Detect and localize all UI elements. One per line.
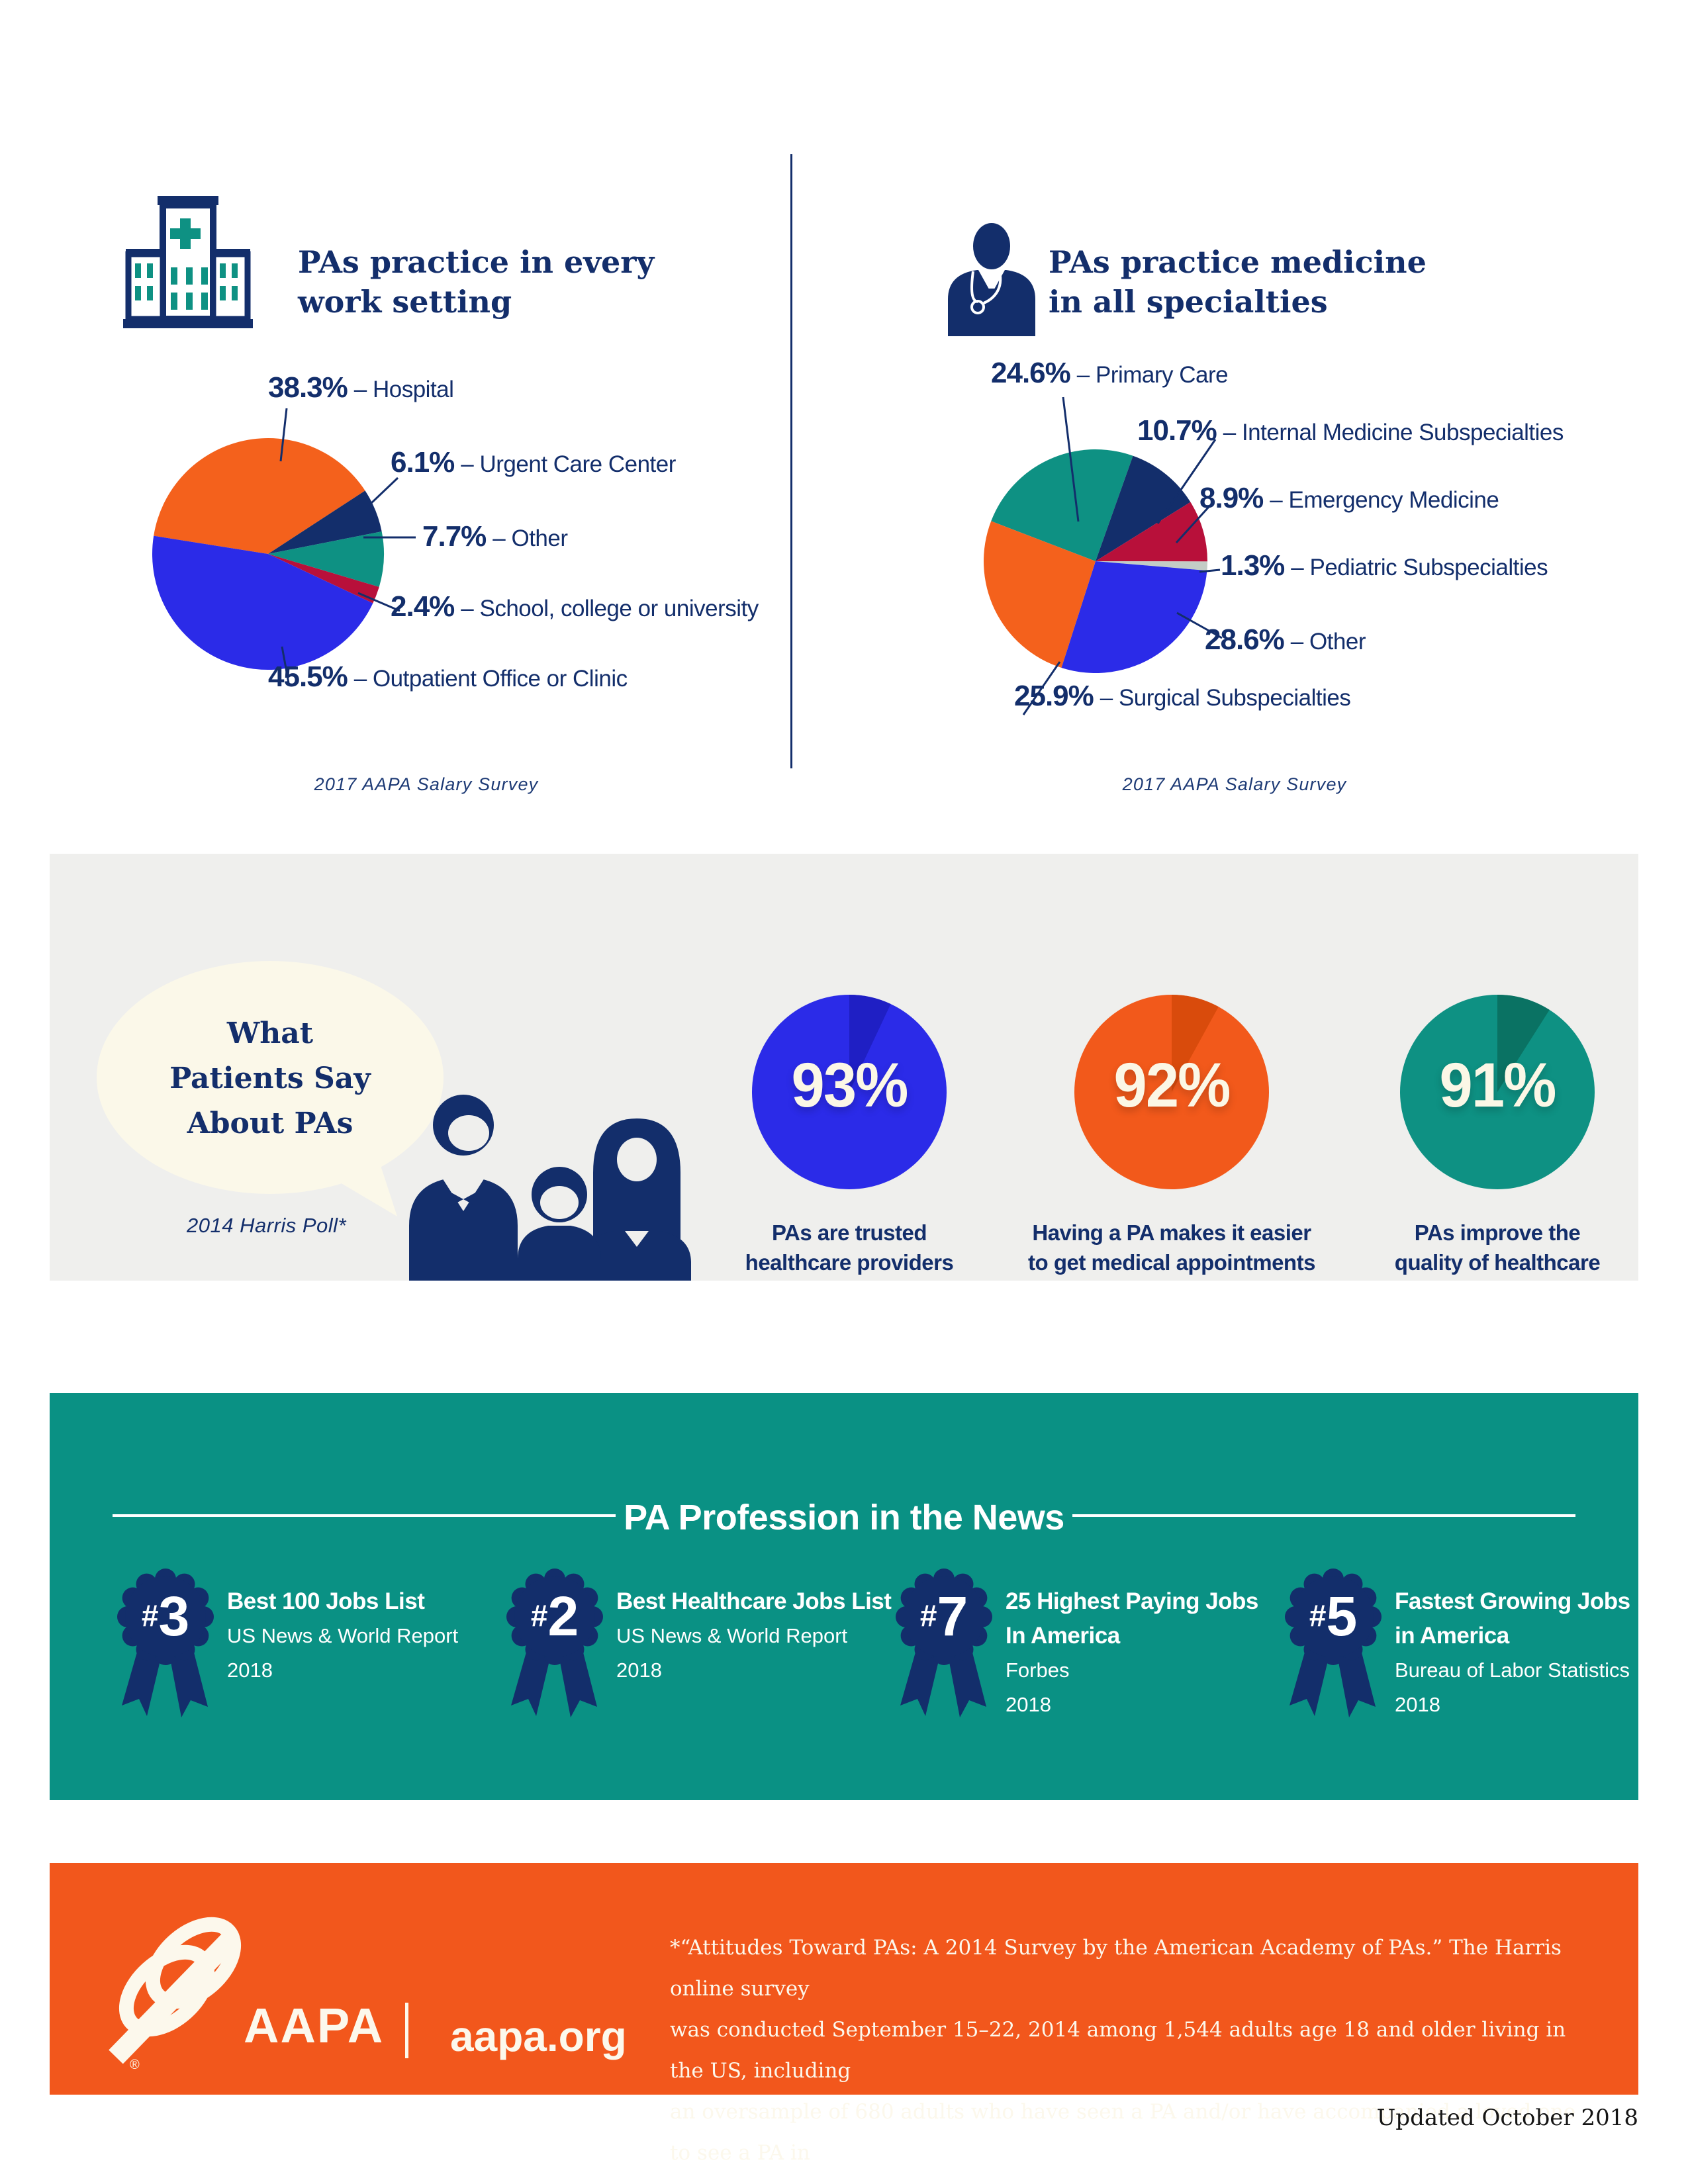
- pie-label-urgent-care-center: 6.1% – Urgent Care Center: [391, 446, 676, 478]
- pie-label-primary-care: 24.6% – Primary Care: [991, 357, 1229, 389]
- stat-caption-93: PAs are trusted healthcare providers: [745, 1220, 954, 1275]
- pie-label-hospital: 38.3% – Hospital: [268, 371, 454, 404]
- pie-label-outpatient-office-or-clinic: 45.5% – Outpatient Office or Clinic: [268, 660, 628, 693]
- award-badge-5: #5: [1285, 1569, 1382, 1717]
- pie-specialties: [983, 396, 1223, 715]
- slice-internal-medicine-subspecialties: [1096, 455, 1191, 561]
- badge-description-fastest-growing-jobs: Fastest Growing Jobs in America Bureau of …: [1395, 1588, 1630, 1716]
- leader-line-primary-care: [1062, 396, 1080, 522]
- updated-date: Updated October 2018: [1376, 2105, 1638, 2131]
- stat-caption-91: PAs improve the quality of healthcare: [1394, 1220, 1601, 1275]
- badge-rank: #5: [1309, 1585, 1357, 1647]
- badge-rank: #2: [531, 1585, 579, 1647]
- specialties-title: PAs practice medicine in all specialties: [1049, 244, 1427, 320]
- badge-description-best-100-jobs-list: Best 100 Jobs List US News & World Report…: [227, 1588, 459, 1682]
- leader-line-surgical-subspecialties: [1022, 661, 1061, 715]
- stat-wedge: [1172, 995, 1219, 1092]
- survey-methodology-note: *“Attitudes Toward PAs: A 2014 Survey by…: [670, 1936, 1576, 2184]
- pie-label-other: 28.6% – Other: [1205, 623, 1366, 656]
- aapa-wordmark: AAPA: [244, 1998, 385, 2053]
- aapa-org-url: aapa.org: [450, 2013, 627, 2060]
- work-setting-source: 2017 AAPA Salary Survey: [314, 774, 539, 794]
- footer-bg: [50, 1863, 1638, 2095]
- badge-rank: #3: [142, 1585, 189, 1647]
- patients-say-title: What Patients Say About PAs: [169, 1017, 371, 1140]
- slice-emergency-medicine: [1096, 502, 1207, 562]
- clinician-icon: [948, 223, 1035, 336]
- footer-divider: [405, 2003, 408, 2058]
- news-title-rule-right: [1072, 1514, 1575, 1517]
- patients-group-icon: [409, 1095, 691, 1281]
- pie-label-school-college-or-university: 2.4% – School, college or university: [391, 590, 759, 623]
- award-badge-7: #7: [896, 1569, 992, 1717]
- pie-label-emergency-medicine: 8.9% – Emergency Medicine: [1199, 482, 1499, 514]
- pie-label-internal-medicine-subspecialties: 10.7% – Internal Medicine Subspecialties: [1137, 414, 1564, 447]
- stat-circle-92: [1074, 995, 1269, 1189]
- award-badge-2: #2: [506, 1569, 603, 1717]
- badge-description-best-healthcare-jobs-list: Best Healthcare Jobs List US News & World…: [616, 1588, 892, 1682]
- work-setting-title: PAs practice in every work setting: [298, 244, 655, 320]
- hospital-icon: [123, 196, 253, 328]
- pie-label-other: 7.7% – Other: [422, 520, 568, 553]
- slice-urgent-care-center: [268, 490, 382, 554]
- stat-wedge: [1497, 995, 1550, 1092]
- badge-description-25-highest-paying-jobs: 25 Highest Paying Jobs In America Forbes 20…: [1006, 1588, 1258, 1716]
- slice-other: [268, 531, 385, 587]
- leader-line-school-college-or-university: [357, 592, 400, 612]
- leader-line-urgent-care-center: [355, 477, 399, 518]
- badge-rank: #7: [920, 1585, 968, 1647]
- stat-wedge: [849, 995, 891, 1092]
- slice-outpatient-office-or-clinic: [152, 535, 373, 670]
- slice-school-college-or-university: [268, 554, 379, 604]
- pie-label-pediatric-subspecialties: 1.3% – Pediatric Subspecialties: [1221, 549, 1548, 582]
- pie-label-surgical-subspecialties: 25.9% – Surgical Subspecialties: [1014, 680, 1351, 712]
- specialties-source: 2017 AAPA Salary Survey: [1122, 774, 1347, 794]
- stat-value-92: 92%: [1113, 1050, 1231, 1120]
- stat-circle-93: [752, 995, 947, 1189]
- aapa-knot-logo: ®: [109, 1917, 242, 2072]
- news-title-rule-left: [113, 1514, 616, 1517]
- stat-circle-91: [1400, 995, 1595, 1189]
- column-divider: [790, 154, 792, 768]
- leader-line-outpatient-office-or-clinic: [281, 646, 290, 684]
- stat-value-93: 93%: [791, 1050, 909, 1120]
- speech-bubble: [97, 961, 444, 1216]
- harris-poll-source: 2014 Harris Poll*: [187, 1214, 347, 1237]
- award-badge-3: #3: [117, 1569, 214, 1717]
- leader-line-hospital: [279, 408, 288, 462]
- slice-surgical-subspecialties: [983, 521, 1096, 668]
- slice-hospital: [154, 437, 365, 554]
- leader-line-other: [1176, 612, 1223, 639]
- news-section-title: PA Profession in the News: [624, 1498, 1064, 1537]
- leader-line-emergency-medicine: [1175, 506, 1210, 544]
- registered-mark: ®: [130, 2058, 140, 2072]
- slice-other: [1061, 561, 1207, 673]
- slice-pediatric-subspecialties: [1096, 561, 1207, 571]
- stat-caption-92: Having a PA makes it easier to get medica…: [1028, 1220, 1315, 1275]
- slice-primary-care: [991, 449, 1133, 561]
- stat-value-91: 91%: [1439, 1050, 1557, 1120]
- leader-line-pediatric-subspecialties: [1199, 569, 1221, 573]
- leader-line-internal-medicine-subspecialties: [1156, 439, 1217, 524]
- pie-work-setting: [152, 408, 416, 684]
